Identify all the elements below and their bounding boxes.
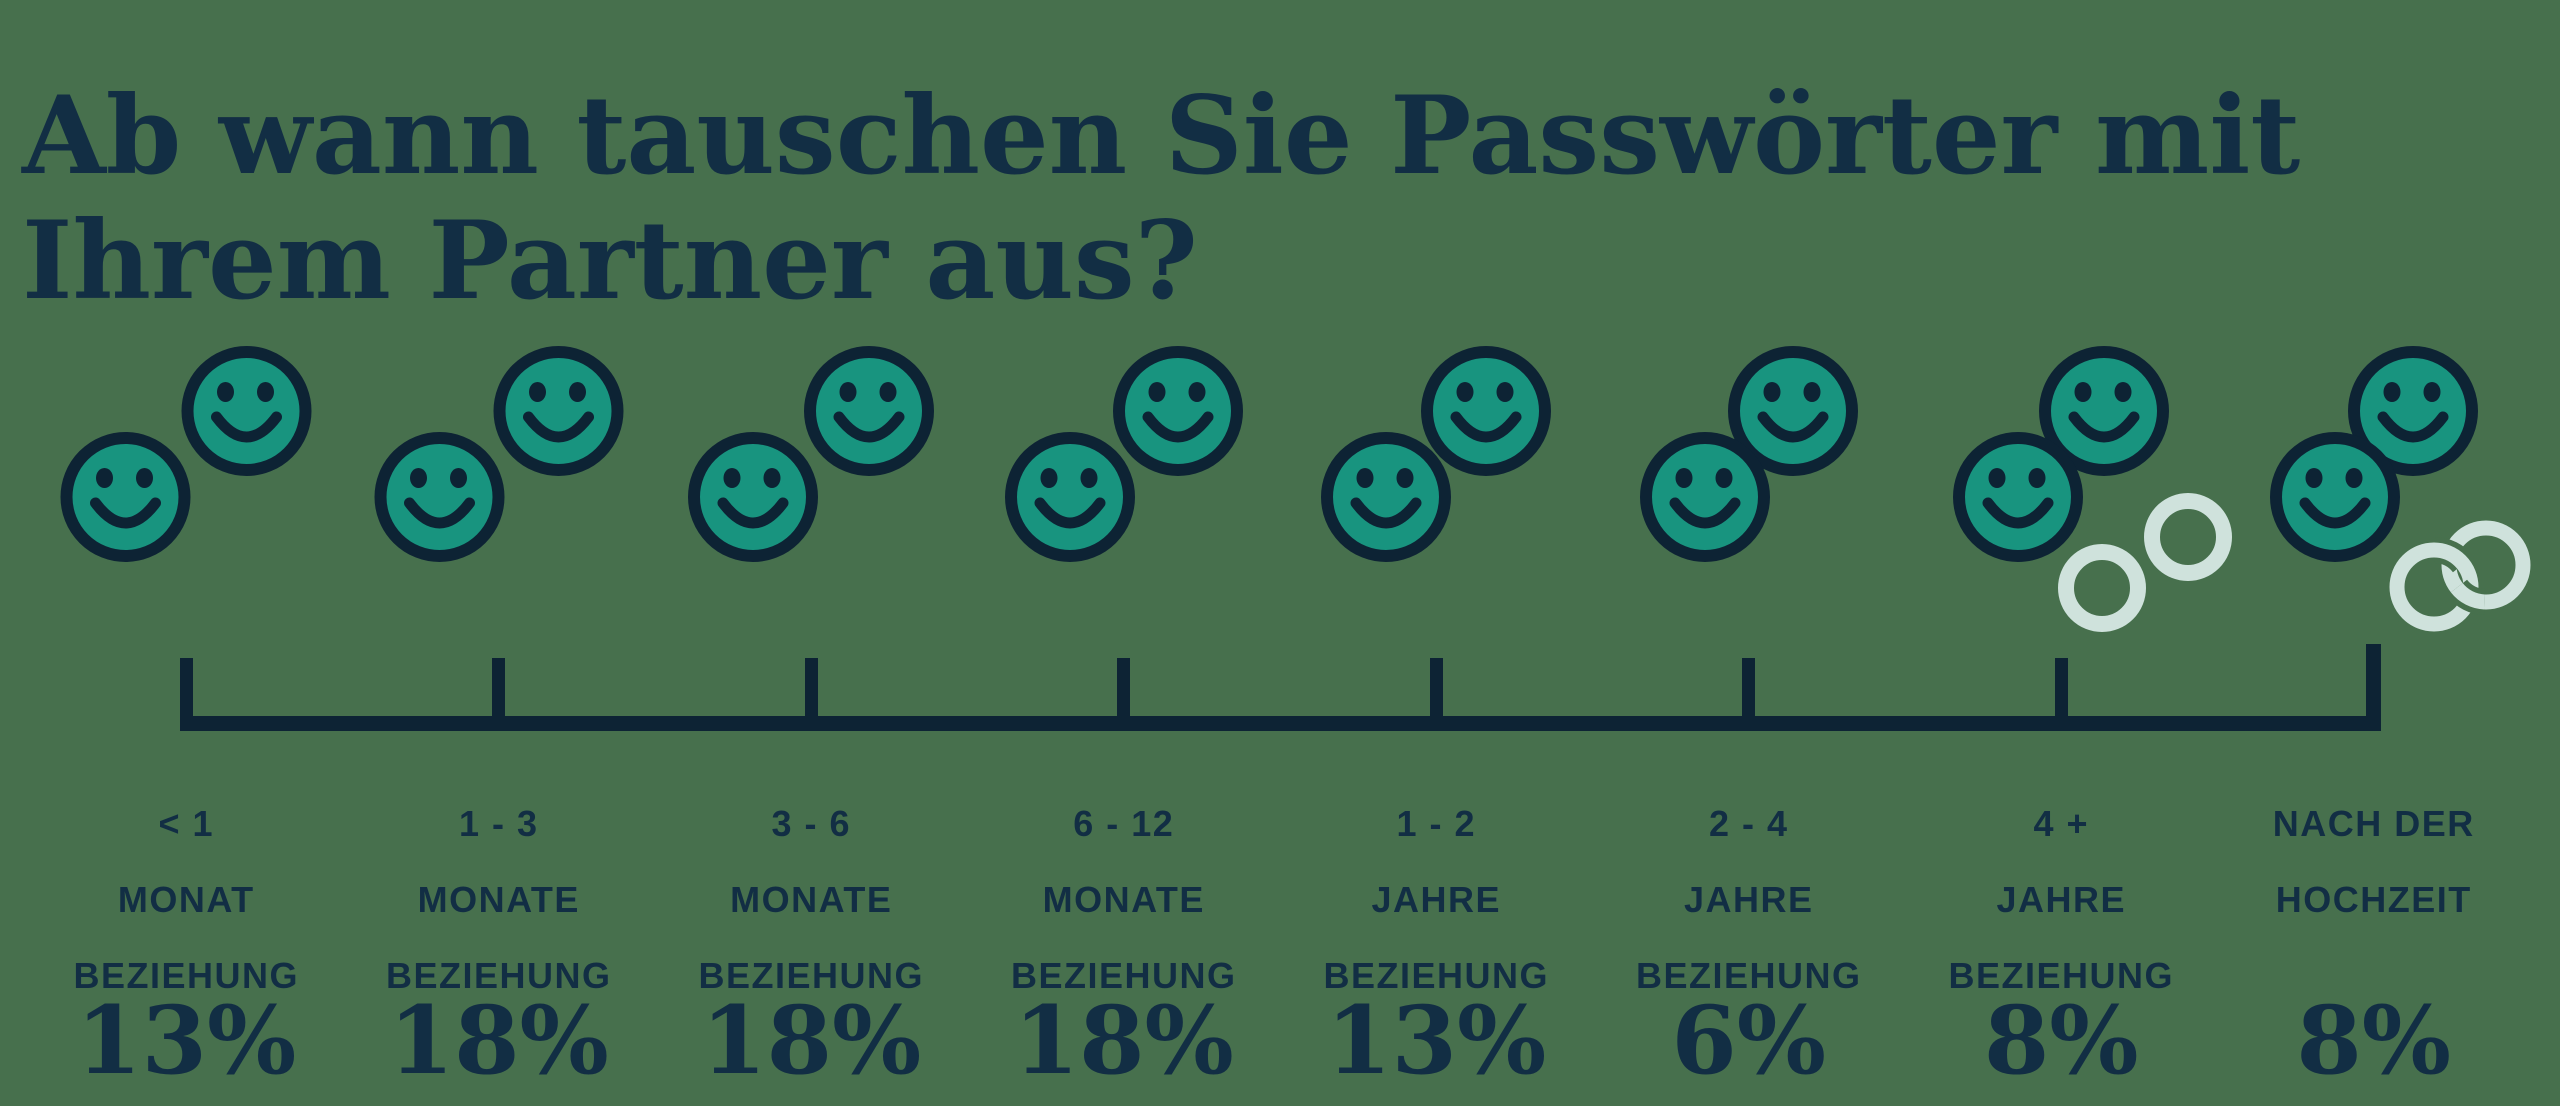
smiley-face-icon (688, 432, 819, 562)
smiley-face-icon (1112, 346, 1243, 476)
smiley-face-icon (1421, 346, 1552, 476)
smiley-face-icon (493, 346, 624, 476)
smiley-face-icon (2347, 346, 2478, 476)
couple-icon-group-4 (968, 340, 1281, 640)
smiley-face-icon (1321, 432, 1452, 562)
smiley-face-icon (374, 432, 505, 562)
couple-icon-group-2 (343, 340, 656, 640)
values-row: 13% 18% 18% 18% 13% 6% 8% 8% (30, 994, 2530, 1088)
category-label: 3 - 6 MONATE BEZIEHUNG (698, 803, 924, 996)
percentage-value: 8% (2296, 986, 2452, 1096)
axis-tick-2 (492, 658, 506, 731)
couple-icon-group-6 (1593, 340, 1906, 640)
axis-tick-5 (1429, 658, 1443, 731)
percentage-value: 13% (1326, 986, 1547, 1096)
couple-smileys-icon (688, 346, 935, 562)
engagement-rings-icon (2058, 493, 2233, 632)
percentage-value: 18% (1013, 986, 1234, 1096)
axis-tick-3 (804, 658, 818, 731)
category-label: 2 - 4 JAHRE BEZIEHUNG (1635, 803, 1862, 996)
percentage-value: 6% (1671, 986, 1827, 1096)
percentage-value: 18% (701, 986, 922, 1096)
smiley-face-icon (1727, 346, 1858, 476)
chart-title-line-2: Ihrem Partner aus? (22, 197, 1198, 324)
couple-icon-group-8 (2218, 340, 2531, 640)
couple-icon-group-7 (1905, 340, 2233, 640)
wedding-rings-icon (2389, 520, 2531, 632)
percentage-value: 18% (388, 986, 609, 1096)
smiley-face-icon (1953, 432, 2084, 562)
percentage-value: 13% (76, 986, 297, 1096)
axis-line (186, 716, 2374, 731)
smiley-face-icon (2269, 432, 2400, 562)
category-labels-row: < 1 MONAT BEZIEHUNG 1 - 3 MONATE BEZIEHU… (30, 786, 2530, 1014)
axis-tick-4 (1117, 658, 1131, 731)
couple-smileys-icon (1321, 346, 1552, 562)
couple-smileys-icon (374, 346, 624, 562)
smiley-face-icon (804, 346, 935, 476)
axis-tick-8 (2366, 644, 2382, 731)
timeline-axis (30, 644, 2530, 731)
category-label: 1 - 2 JAHRE BEZIEHUNG (1323, 803, 1549, 996)
smiley-face-icon (181, 346, 312, 476)
smiley-face-icon (1639, 432, 1770, 562)
smiley-face-icon (60, 432, 191, 562)
chart-title-line-1: Ab wann tauschen Sie Passwörter mit (22, 73, 2301, 200)
smiley-face-icon (1004, 432, 1135, 562)
category-label: 6 - 12 MONATE BEZIEHUNG (1010, 803, 1237, 996)
couple-smileys-icon (60, 346, 312, 562)
couple-icon-group-5 (1280, 340, 1593, 640)
category-label: 4 + JAHRE BEZIEHUNG (1948, 803, 2174, 996)
pictogram-row (30, 340, 2531, 640)
couple-smileys-with-rings-icon (1953, 346, 2233, 632)
category-label: NACH DER HOCHZEIT (2272, 803, 2475, 920)
couple-icon-group-3 (655, 340, 968, 640)
couple-smileys-icon (1004, 346, 1243, 562)
axis-tick-1 (179, 658, 193, 731)
smiley-face-icon (2039, 346, 2170, 476)
category-label: 1 - 3 MONATE BEZIEHUNG (385, 803, 612, 996)
axis-tick-7 (2054, 658, 2068, 731)
couple-smileys-icon (1639, 346, 1858, 562)
chart-title: Ab wann tauschen Sie Passwörter mit Ihre… (22, 73, 2301, 324)
couple-icon-group-1 (30, 340, 343, 640)
couple-smileys-with-wedding-rings-icon (2269, 346, 2531, 632)
category-label: < 1 MONAT BEZIEHUNG (73, 803, 299, 996)
axis-tick-6 (1742, 658, 1756, 731)
percentage-value: 8% (1983, 986, 2139, 1096)
